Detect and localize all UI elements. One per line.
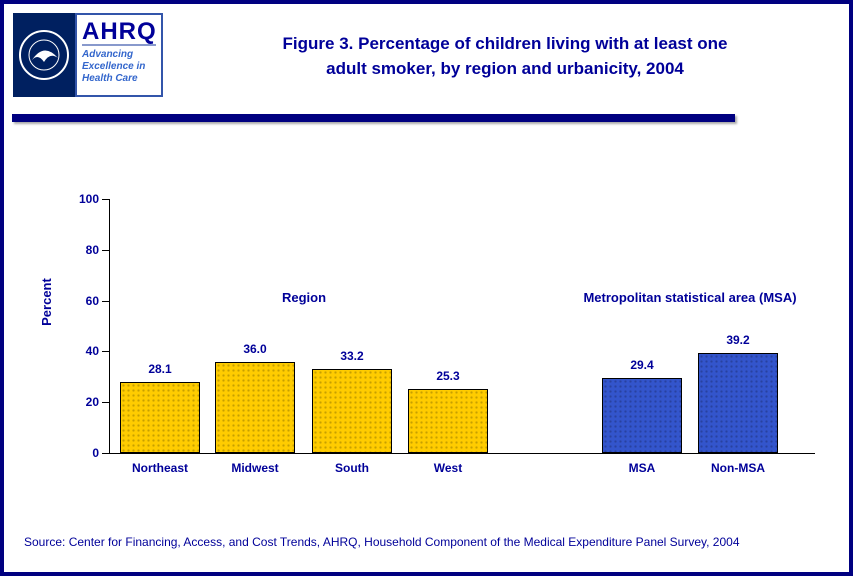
y-tick	[102, 300, 109, 302]
group-label: Region	[281, 290, 327, 305]
bar-value-label: 29.4	[630, 358, 654, 373]
y-tick	[102, 351, 109, 353]
source-note: Source: Center for Financing, Access, an…	[24, 535, 740, 549]
y-tick-label: 100	[78, 192, 99, 206]
bar-category-label: Northeast	[131, 461, 188, 475]
ahrq-logo-text: AHRQ	[82, 18, 157, 47]
bar-non-msa	[698, 353, 778, 453]
y-tick-label: 0	[92, 446, 99, 460]
group-label: Metropolitan statistical area (MSA)	[583, 290, 797, 305]
ahrq-tagline: Advancing Excellence in Health Care	[82, 49, 146, 85]
y-axis	[109, 199, 110, 453]
header-divider	[12, 114, 735, 122]
bar-midwest	[215, 361, 295, 453]
bar-msa	[602, 378, 682, 453]
bar-northeast	[120, 381, 200, 453]
bar-chart: Percent 0 20 40 60 80 100 28.1 Northeast 36.0 Mid…	[4, 134, 849, 514]
bar-category-label: South	[335, 461, 369, 475]
bar-category-label: Midwest	[231, 461, 279, 475]
logo-block: AHRQ Advancing Excellence in Health Care	[13, 13, 163, 97]
y-tick	[102, 249, 109, 251]
y-tick-label: 80	[85, 242, 99, 257]
ahrq-logo: AHRQ Advancing Excellence in Health Care	[75, 13, 163, 97]
x-axis	[109, 453, 815, 454]
bar-value-label: 28.1	[148, 361, 172, 376]
bar-category-label: West	[433, 461, 463, 475]
bar-value-label: 36.0	[243, 341, 267, 356]
bar-value-label: 25.3	[436, 368, 460, 383]
figure-title: Figure 3. Percentage of children living …	[174, 32, 836, 81]
bar-west	[408, 388, 488, 453]
y-tick	[102, 453, 109, 454]
bar-category-label: MSA	[628, 461, 656, 475]
bar-category-label: Non-MSA	[711, 461, 765, 475]
bar-value-label: 39.2	[726, 333, 750, 348]
hhs-seal-icon	[16, 16, 72, 94]
y-tick	[102, 402, 109, 404]
y-axis-label: Percent	[39, 278, 54, 326]
y-tick-label: 20	[85, 395, 99, 410]
y-tick-label: 40	[85, 344, 99, 359]
figure-title-line2: adult smoker, by region and urbanicity, …	[326, 58, 684, 78]
y-tick	[102, 199, 109, 200]
bar-value-label: 33.2	[340, 348, 364, 363]
y-tick-label: 60	[85, 293, 99, 308]
hhs-logo	[13, 13, 75, 97]
figure-title-line1: Figure 3. Percentage of children living …	[282, 34, 728, 53]
bar-south	[312, 368, 392, 453]
